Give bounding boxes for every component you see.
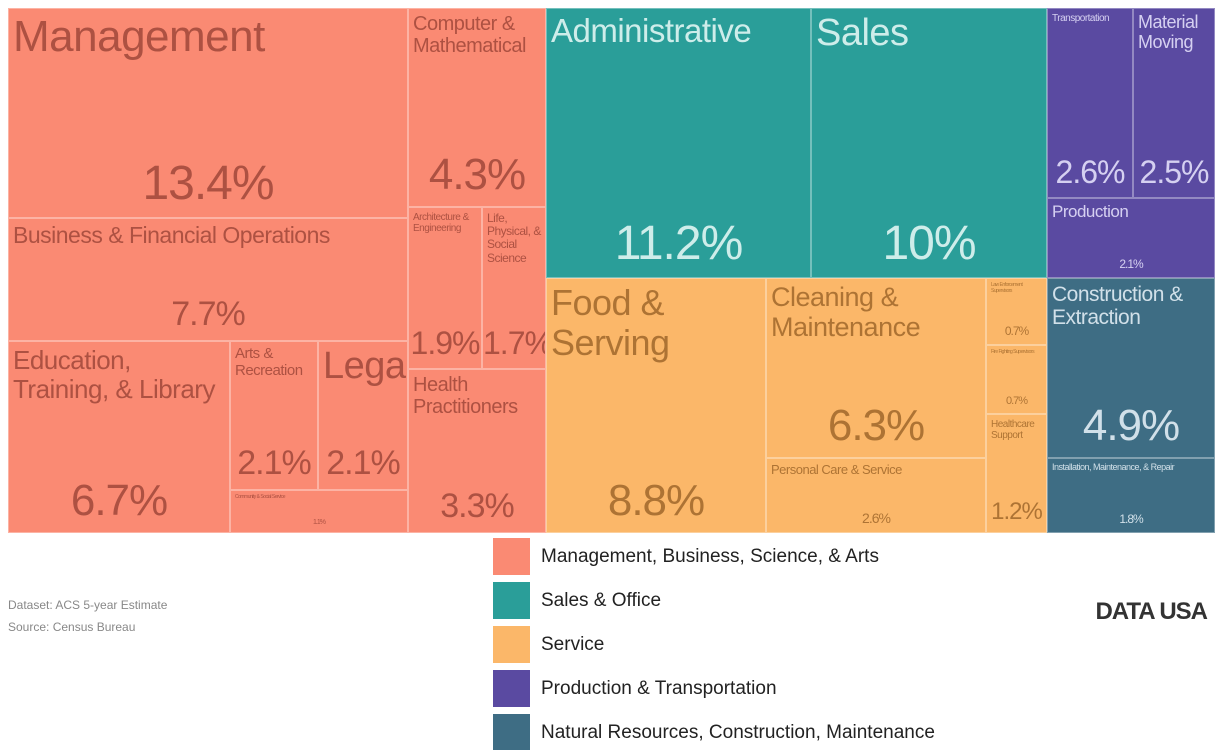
cell-label: Arts & Recreation xyxy=(235,345,303,379)
cell-label: Education, Training, & Library xyxy=(13,345,215,404)
treemap-cell: Personal Care & Service 2.6% xyxy=(766,458,986,533)
cell-label: Personal Care & Service xyxy=(771,462,902,477)
legend-swatch xyxy=(493,714,530,750)
cell-label: Production xyxy=(1052,202,1129,221)
treemap-cell: Education, Training, & Library 6.7% xyxy=(8,341,230,533)
cell-value: 10% xyxy=(882,217,976,270)
legend-swatch xyxy=(493,670,530,707)
treemap-cell: Arts & Recreation 2.1% xyxy=(230,341,318,490)
treemap-cell: Health Practitioners 3.3% xyxy=(408,369,546,533)
cell-value: 8.8% xyxy=(607,476,705,525)
cell-value: 6.7% xyxy=(70,476,168,525)
treemap-cell: Construction & Extraction 4.9% xyxy=(1047,278,1215,458)
cell-label: Healthcare Support xyxy=(991,419,1035,441)
cell-value: 1.2% xyxy=(991,498,1043,525)
treemap-cell: Food & Serving 8.8% xyxy=(546,278,766,533)
cell-value: 2.6% xyxy=(862,510,891,526)
treemap-cell: Computer & Mathematical 4.3% xyxy=(408,8,546,207)
cell-label: Architecture & Engineering xyxy=(413,212,469,234)
treemap-cell: Material Moving 2.5% xyxy=(1133,8,1215,198)
treemap-cell: Life, Physical, & Social Science 1.7% xyxy=(482,207,546,369)
cell-value: 6.3% xyxy=(827,401,925,450)
treemap-cell: Cleaning & Maintenance 6.3% xyxy=(766,278,986,458)
cell-label: Law Enforcement Supervisors xyxy=(991,282,1023,294)
cell-value: 1.7% xyxy=(483,325,546,361)
legend-label: Natural Resources, Construction, Mainten… xyxy=(541,722,935,743)
cell-label: Cleaning & Maintenance xyxy=(771,282,921,342)
legend-label: Management, Business, Science, & Arts xyxy=(541,546,879,567)
cell-value: 2.1% xyxy=(237,444,312,482)
treemap-cell: Sales 10% xyxy=(811,8,1047,278)
cell-label: Computer & Mathematical xyxy=(413,13,526,57)
cell-label: Business & Financial Operations xyxy=(13,222,330,248)
legend-label: Sales & Office xyxy=(541,590,662,611)
treemap-cell: Production 2.1% xyxy=(1047,198,1215,278)
cell-value: 2.1% xyxy=(1119,257,1143,271)
cell-label: Legal xyxy=(323,345,408,387)
cell-label: Community & Social Service xyxy=(235,494,286,500)
cell-label: Fire Fighting Supervisors xyxy=(991,349,1035,355)
cell-label: Food & Serving xyxy=(551,282,670,363)
treemap-cell: Administrative 11.2% xyxy=(546,8,811,278)
cell-value: 1.1% xyxy=(313,519,326,526)
legend-label: Service xyxy=(541,634,605,655)
cell-value: 3.3% xyxy=(440,487,515,525)
cell-value: 1.9% xyxy=(410,325,481,361)
treemap-cell: Management 13.4% xyxy=(8,8,408,218)
cell-value: 4.9% xyxy=(1082,401,1180,450)
cell-value: 0.7% xyxy=(1004,324,1029,338)
cell-label: Sales xyxy=(816,12,909,54)
cell-label: Administrative xyxy=(551,12,752,49)
cell-value: 4.3% xyxy=(428,150,526,199)
treemap-cell: Transportation 2.6% xyxy=(1047,8,1133,198)
treemap-cell: Architecture & Engineering 1.9% xyxy=(408,207,482,369)
treemap-cell: Fire Fighting Supervisors 0.7% xyxy=(986,345,1047,414)
cell-value: 2.5% xyxy=(1139,154,1210,190)
legend-swatch xyxy=(493,582,530,619)
logo: DATA USA xyxy=(1095,598,1208,625)
cell-label: Transportation xyxy=(1052,13,1110,24)
legend-swatch xyxy=(493,626,530,663)
cell-value: 2.1% xyxy=(326,444,401,482)
cell-value: 13.4% xyxy=(142,157,274,210)
cell-value: 11.2% xyxy=(614,217,744,270)
source-note: Source: Census Bureau xyxy=(8,620,136,634)
dataset-note: Dataset: ACS 5-year Estimate xyxy=(8,598,168,612)
cell-label: Construction & Extraction xyxy=(1052,283,1183,330)
cell-value: 2.6% xyxy=(1055,154,1126,190)
cell-label: Health Practitioners xyxy=(413,374,518,418)
cell-label: Installation, Maintenance, & Repair xyxy=(1052,462,1175,472)
legend-swatch xyxy=(493,538,530,575)
cell-label: Life, Physical, & Social Science xyxy=(487,211,541,265)
treemap-cell: Law Enforcement Supervisors 0.7% xyxy=(986,278,1047,345)
cell-value: 7.7% xyxy=(171,295,246,333)
treemap-cell: Community & Social Service 1.1% xyxy=(230,490,408,533)
cell-value: 0.7% xyxy=(1005,395,1028,407)
cell-value: 1.8% xyxy=(1119,512,1143,526)
legend-label: Production & Transportation xyxy=(541,678,777,699)
treemap-cell: Healthcare Support 1.2% xyxy=(986,414,1047,533)
cell-label: Material Moving xyxy=(1138,12,1199,52)
treemap-cell: Installation, Maintenance, & Repair 1.8% xyxy=(1047,458,1215,533)
treemap-cell: Legal 2.1% xyxy=(318,341,408,490)
cell-label: Management xyxy=(13,12,265,61)
treemap-cell: Business & Financial Operations 7.7% xyxy=(8,218,408,341)
